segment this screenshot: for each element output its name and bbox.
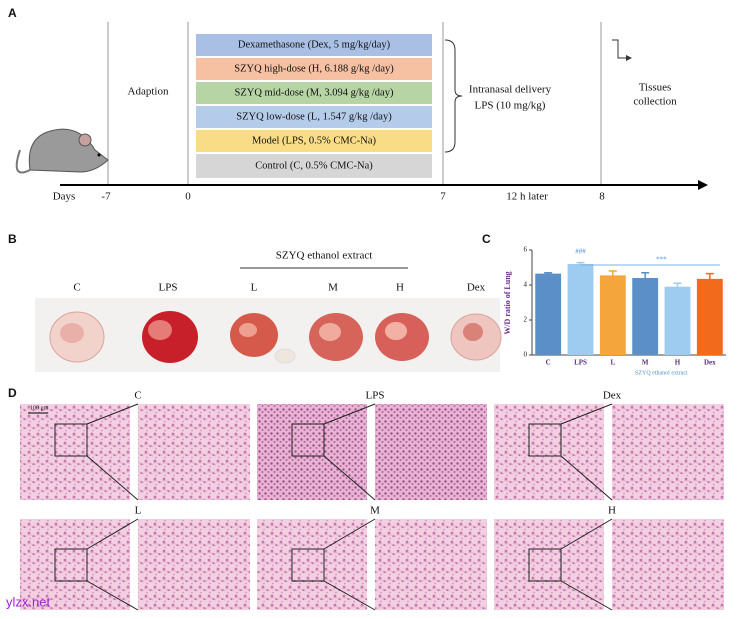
scale-label: 100 μm (30, 405, 49, 411)
y-tick-label: 6 (524, 246, 528, 254)
group: C (73, 282, 80, 294)
x-tick-label: L (610, 359, 615, 367)
histology-zoom (138, 519, 250, 610)
zoom-line (323, 403, 376, 425)
bar (599, 275, 626, 355)
zoom-line (560, 580, 613, 611)
panel-a: A Adaption Dexamethasone (Dex, 5 mg/kg/d… (8, 6, 708, 203)
histology-zoom (375, 519, 487, 610)
image-label: M (370, 505, 380, 517)
group: Control (C, 0.5% CMC-Na) (255, 160, 373, 171)
bar (632, 278, 659, 355)
histology-zoom (612, 404, 724, 500)
x-tick-label: LPS (574, 359, 587, 367)
panel-b: B SZYQ ethanol extract C LPS L M H Dex (8, 232, 502, 372)
collect-arrow (612, 39, 628, 59)
collection: collection (633, 96, 677, 108)
y-tick-label: 0 (524, 351, 528, 359)
image-label: Dex (603, 390, 622, 402)
image-label: L (135, 505, 142, 517)
group: SZYQ high-dose (H, 6.188 g/kg /day) (234, 63, 394, 74)
y-tick-label: 2 (524, 316, 528, 324)
x-tick-label: H (675, 359, 681, 367)
x-tick-label: C (546, 359, 551, 367)
day: -7 (101, 191, 111, 203)
zoom-line (323, 455, 376, 501)
image-label: H (608, 505, 616, 517)
watermark: ylzx.net (6, 594, 50, 609)
image-label: LPS (366, 390, 385, 402)
day: 0 (185, 191, 191, 203)
histology-zoom (375, 404, 487, 500)
group: M (328, 282, 338, 294)
lungs (49, 311, 502, 364)
group: Model (LPS, 0.5% CMC-Na) (252, 135, 376, 146)
day: 7 (440, 191, 446, 203)
group-label: SZYQ ethanol extract (635, 370, 688, 376)
significance: *** (656, 256, 667, 264)
zoom-line (560, 455, 613, 501)
collection: Tissues (639, 82, 672, 94)
group: Dexamethasone (Dex, 5 mg/kg/day) (238, 39, 391, 50)
group: SZYQ low-dose (L, 1.547 g/kg /day) (236, 111, 392, 122)
arrow-head (626, 55, 632, 61)
later: 12 h later (506, 191, 548, 203)
zoom-line (86, 518, 139, 550)
dividers (107, 22, 602, 185)
y-tick-label: 4 (524, 281, 528, 289)
histology-zoom (138, 404, 250, 500)
inset-box (291, 423, 325, 457)
histology-overview (257, 404, 367, 500)
zoom-line (86, 580, 139, 611)
image-label: C (134, 390, 141, 402)
mouse-icon (15, 128, 109, 174)
delivery: Intranasal delivery (469, 84, 552, 96)
panel-label: A (8, 6, 17, 20)
inset-box (528, 423, 562, 457)
zoom-line (323, 580, 376, 611)
zoom-line (560, 403, 613, 425)
timeline-arrow (698, 180, 708, 190)
significance: ### (575, 248, 586, 256)
group: Dex (467, 282, 486, 294)
zoom-line (560, 518, 613, 550)
brace (444, 39, 463, 153)
inset-box (54, 548, 88, 582)
zoom-line (86, 403, 139, 425)
group-boxes: Dexamethasone (Dex, 5 mg/kg/day) SZYQ hi… (196, 34, 432, 178)
group: L (251, 282, 258, 294)
bar (567, 264, 594, 355)
histology-overview (494, 404, 604, 500)
x-tick-label: M (642, 359, 649, 367)
bar (664, 286, 691, 355)
zoom-line (323, 518, 376, 550)
group: LPS (159, 282, 178, 294)
histology-zoom (612, 519, 724, 610)
group: SZYQ mid-dose (M, 3.094 g/kg /day) (235, 87, 394, 98)
bar (535, 273, 562, 355)
histology-overview (20, 404, 130, 500)
y-axis-label: W/D ratio of Lung (503, 271, 512, 334)
panel-label: D (8, 386, 17, 400)
days-label: Days (53, 191, 76, 203)
inset-box (528, 548, 562, 582)
bar (696, 278, 723, 355)
inset-box (54, 423, 88, 457)
x-tick-label: Dex (704, 359, 716, 367)
zoom-line (86, 455, 139, 501)
group: H (396, 282, 404, 294)
panel-d: D C LPS Dex L M H 100 μm (8, 386, 724, 611)
day: 8 (599, 191, 605, 203)
panel-c: C W/D ratio of Lung 0 2 4 6 C LPS L M H Dex ### ***… (482, 232, 726, 376)
extract-label: SZYQ ethanol extract (276, 250, 373, 262)
panel-label: B (8, 232, 17, 246)
inset-box (291, 548, 325, 582)
adaption: Adaption (128, 86, 169, 98)
delivery: LPS (10 mg/kg) (475, 100, 546, 112)
panel-label: C (482, 232, 491, 246)
